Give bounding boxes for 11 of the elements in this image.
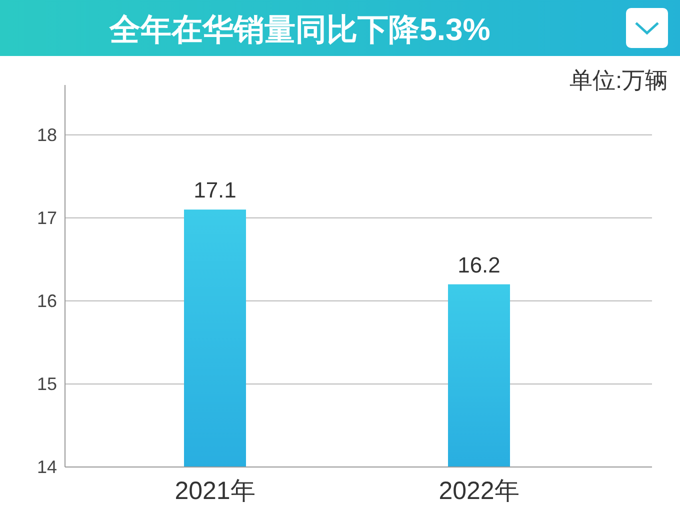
ytick: 18 xyxy=(36,124,57,145)
annotation: 单位:万辆 xyxy=(570,67,668,93)
title: 全年在华销量同比下降5.3% xyxy=(110,12,490,47)
ytick: 16 xyxy=(36,290,57,311)
ytick: 14 xyxy=(36,457,57,477)
xtick: 2021年 xyxy=(174,477,256,505)
data-label: 17.1 xyxy=(194,178,236,203)
ytick: 15 xyxy=(36,374,57,394)
xtick: 2022年 xyxy=(438,477,520,505)
data-label: 16.2 xyxy=(458,252,500,278)
ytick: 17 xyxy=(36,208,57,228)
